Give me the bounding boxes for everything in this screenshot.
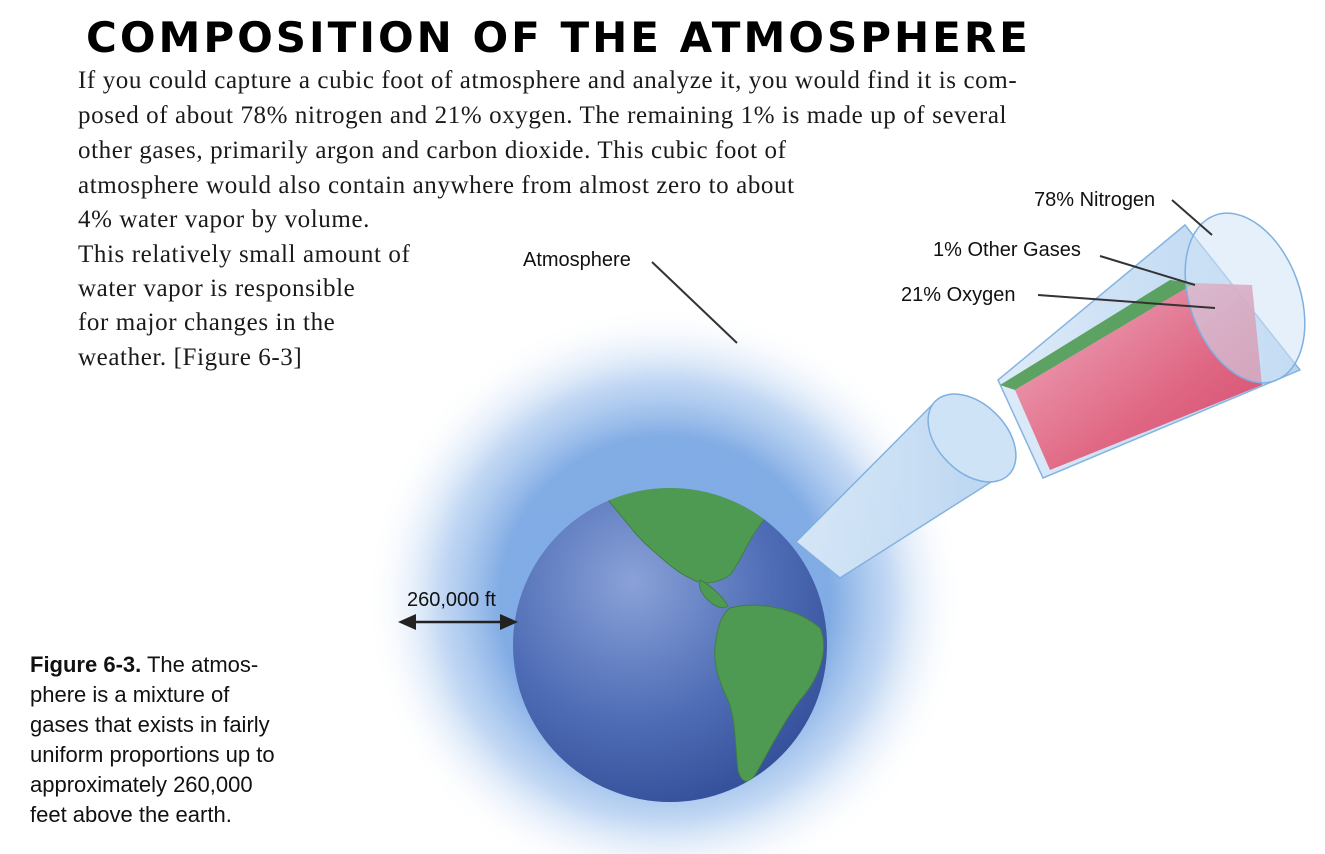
caption-line: The atmos- [141, 652, 259, 677]
nitrogen-leader [1171, 199, 1213, 236]
paragraph-line: atmosphere would also contain anywhere f… [78, 172, 795, 199]
nitrogen-band [1000, 280, 1195, 390]
altitude-label: 260,000 ft [407, 589, 496, 611]
caption-line: approximately 260,000 [30, 772, 253, 797]
paragraph-line: water vapor is responsible [78, 275, 356, 302]
figure-number: Figure 6-3. [30, 652, 142, 677]
paragraph-line: 4% water vapor by volume. [78, 206, 371, 233]
caption-line: phere is a mixture of [30, 682, 230, 707]
caption-line: gases that exists in fairly [30, 712, 270, 737]
earth-globe [513, 488, 827, 802]
paragraph-line: for major changes in the [78, 309, 336, 336]
atmosphere-label: Atmosphere [523, 249, 631, 271]
double-arrow-icon [398, 614, 518, 630]
other-gases-label: 1% Other Gases [933, 239, 1081, 261]
page-title: COMPOSITION OF THE ATMOSPHERE [86, 13, 1031, 62]
caption-line: feet above the earth. [30, 802, 232, 827]
paragraph-line: This relatively small amount of [78, 241, 411, 268]
figure-caption: Figure 6-3. The atmos- phere is a mixtur… [30, 650, 275, 830]
other-gases-leader [1099, 255, 1196, 286]
oxygen-label: 21% Oxygen [901, 284, 1016, 306]
paragraph-line: other gases, primarily argon and carbon … [78, 137, 787, 164]
small-sample-cone [794, 393, 1017, 579]
atmosphere-leader [651, 261, 738, 344]
nitrogen-label: 78% Nitrogen [1034, 189, 1156, 211]
oxygen-leader [1037, 294, 1216, 309]
paragraph-line: posed of about 78% nitrogen and 21% oxyg… [78, 102, 1008, 129]
paragraph-line: weather. [Figure 6-3] [78, 344, 303, 371]
paragraph-line: If you could capture a cubic foot of atm… [78, 67, 1018, 94]
composition-cone [997, 212, 1306, 479]
caption-line: uniform proportions up to [30, 742, 275, 767]
